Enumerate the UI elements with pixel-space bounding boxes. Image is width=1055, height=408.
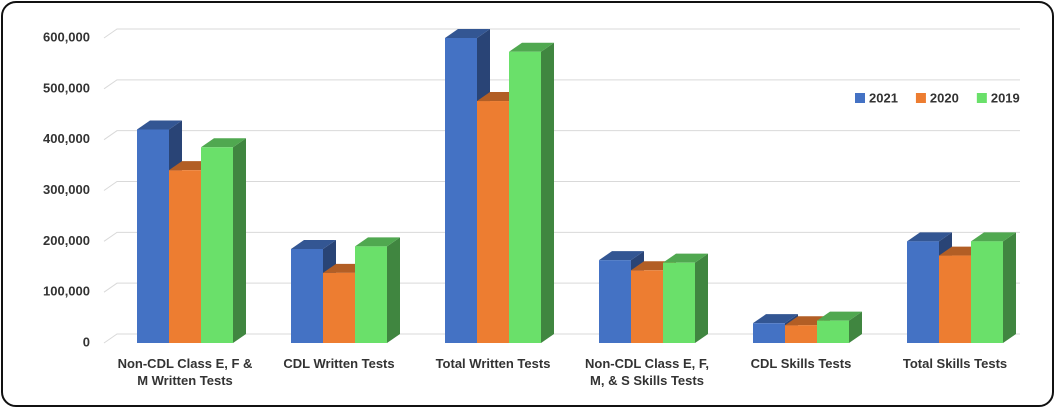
bar — [291, 248, 323, 343]
grid-line — [103, 79, 1020, 90]
grid-line — [103, 282, 1020, 293]
bar-side — [233, 138, 246, 343]
y-tick-label: 400,000 — [43, 131, 90, 146]
y-tick-label: 200,000 — [43, 233, 90, 248]
x-tick-label: Total Skills Tests — [903, 356, 1007, 371]
bar — [753, 323, 785, 343]
legend-label: 2020 — [930, 90, 959, 105]
bar — [137, 129, 169, 343]
bar — [785, 325, 817, 343]
bar — [477, 101, 509, 344]
x-tick-label: Non-CDL Class E, F, M, & S Skills Tests — [585, 356, 709, 388]
bar-side — [695, 253, 708, 343]
x-tick-label: Non-CDL Class E, F & M Written Tests — [118, 356, 253, 388]
x-tick-label: CDL Skills Tests — [751, 356, 852, 371]
bar — [907, 241, 939, 343]
bar-top — [291, 239, 336, 249]
x-tick-label: CDL Written Tests — [283, 356, 394, 371]
bar — [817, 320, 849, 343]
bar-side — [849, 311, 862, 343]
grid-line — [103, 181, 1020, 191]
y-tick-label: 600,000 — [43, 29, 90, 44]
bar — [355, 246, 387, 343]
bar-top — [509, 42, 554, 52]
bar-top — [817, 311, 862, 321]
y-tick-label: 300,000 — [43, 182, 90, 197]
y-tick-label: 500,000 — [43, 80, 90, 95]
bar — [971, 241, 1003, 343]
bar — [939, 255, 971, 343]
bar-top — [445, 29, 490, 38]
bar-side — [541, 42, 554, 343]
legend-swatch — [976, 93, 987, 103]
bar-top — [907, 232, 952, 242]
bar-top — [663, 253, 708, 263]
legend-swatch — [855, 93, 865, 103]
bar — [509, 51, 541, 343]
bar — [169, 170, 201, 343]
legend-label: 2021 — [869, 90, 898, 105]
grid-line — [103, 333, 1020, 344]
bar-top — [599, 251, 644, 261]
y-tick-label: 100,000 — [43, 284, 90, 299]
bar — [599, 260, 631, 343]
bar-top — [355, 237, 400, 247]
bar-top — [971, 232, 1016, 242]
x-tick-label: Total Written Tests — [436, 356, 551, 371]
y-tick-label: 0 — [83, 334, 90, 349]
grid-line — [103, 130, 1020, 141]
bar — [663, 262, 695, 343]
bar — [445, 38, 477, 343]
grid-line — [103, 28, 1020, 39]
legend-swatch — [915, 93, 926, 103]
bar-top — [137, 120, 182, 130]
bar-top — [753, 314, 798, 324]
legend-label: 2019 — [991, 90, 1020, 105]
bar — [631, 270, 663, 343]
bar-side — [387, 237, 400, 343]
bar — [201, 147, 233, 343]
grid-line — [103, 231, 1020, 242]
bar-top — [201, 138, 246, 148]
bar-side — [1003, 232, 1016, 343]
bar — [323, 272, 355, 343]
